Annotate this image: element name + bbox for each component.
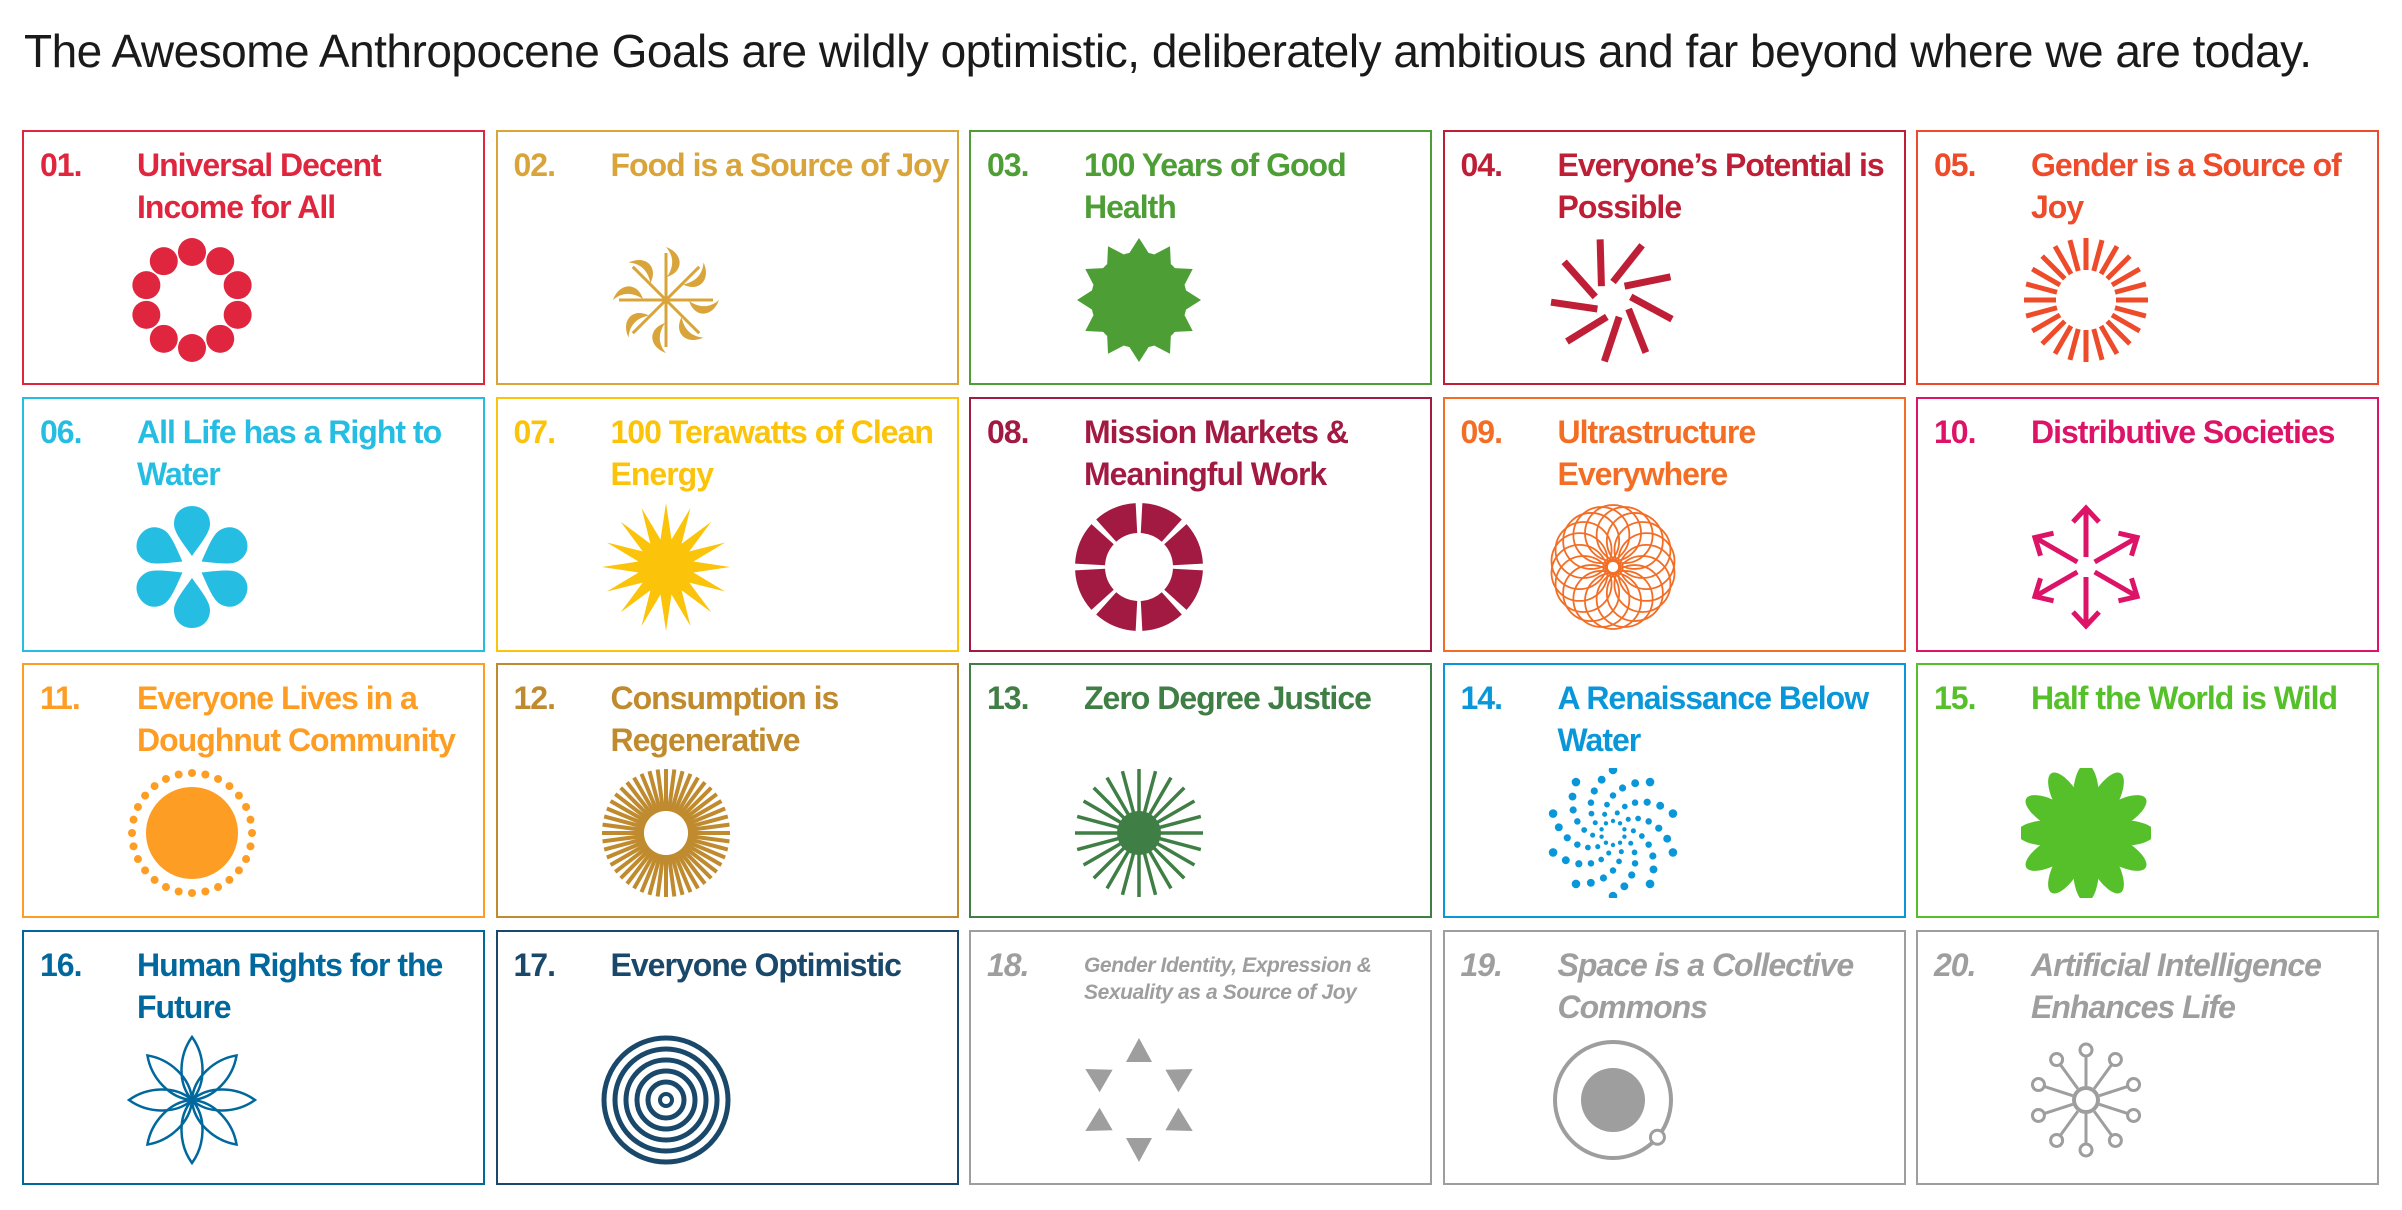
- goal-card-14: 14. A Renaissance Below Water: [1442, 663, 1906, 918]
- goal-number: 05.: [1934, 147, 1976, 183]
- goal-card-18: 18. Gender Identity, Expression & Sexuali…: [969, 929, 1432, 1185]
- goal-title: All Life has a Right to Water: [137, 413, 442, 492]
- goal-number: 11.: [40, 680, 81, 716]
- goal-card-11: 11. Everyone Lives in a Doughnut Communit…: [22, 663, 485, 918]
- sun-dots-icon: [128, 769, 256, 897]
- goal-title: Consumption is Regenerative: [610, 680, 840, 758]
- goal-number: 14.: [1460, 680, 1503, 716]
- concentric-circles-icon: [601, 1035, 730, 1164]
- goal-number: 06.: [40, 413, 82, 450]
- goal-card-09: 09. Ultrastructure Everywhere: [1442, 396, 1906, 652]
- dense-ray-ring-icon: [601, 769, 730, 897]
- neural-node-icon: [2030, 1042, 2142, 1157]
- goal-number: 09.: [1460, 413, 1503, 450]
- starburst-icon: [1075, 769, 1203, 897]
- outward-arrows-icon: [2031, 503, 2141, 630]
- goal-card-12: 12. Consumption is Regenerative: [495, 663, 959, 918]
- goal-number: 08.: [987, 413, 1029, 450]
- ring-of-dots-icon: [132, 238, 252, 362]
- goal-title: Food is a Source of Joy: [610, 147, 950, 183]
- goal-card-07: 07. 100 Terawatts of Clean Energy: [495, 396, 959, 652]
- dot-spiral-icon: [1548, 768, 1677, 898]
- goal-title: Zero Degree Justice: [1084, 680, 1372, 716]
- goal-title: Half the World is Wild: [2031, 680, 2338, 716]
- lotus-outline-icon: [127, 1034, 257, 1165]
- water-drop-flower-icon: [136, 505, 248, 628]
- goal-number: 10.: [1934, 413, 1976, 450]
- goal-number: 13.: [987, 680, 1029, 716]
- goal-card-16: 16. Human Rights for the Future: [22, 929, 485, 1185]
- goal-card-08: 08. Mission Markets & Meaningful Work: [969, 396, 1432, 652]
- goal-number: 12.: [513, 680, 556, 716]
- goal-title: Gender is a Source of Joy: [2031, 147, 2342, 225]
- goal-number: 02.: [513, 147, 556, 183]
- goal-number: 19.: [1460, 946, 1503, 983]
- goal-title: Human Rights for the Future: [137, 946, 443, 1025]
- sun-spikes-icon: [601, 502, 730, 631]
- goal-title: Universal Decent Income for All: [137, 147, 382, 225]
- goal-title: Ultrastructure Everywhere: [1557, 413, 1757, 492]
- page-headline: The Awesome Anthropocene Goals are wildl…: [24, 25, 2312, 77]
- goal-title: Everyone’s Potential is Possible: [1557, 147, 1885, 225]
- goal-title: Artificial Intelligence Enhances Life: [2031, 946, 2322, 1025]
- goal-card-17: 17. Everyone Optimistic: [495, 929, 959, 1185]
- goal-number: 17.: [513, 946, 556, 983]
- goal-card-10: 10. Distributive Societies: [1916, 396, 2379, 652]
- goal-number: 16.: [40, 946, 82, 983]
- goal-title: 100 Terawatts of Clean Energy: [610, 413, 934, 492]
- orbit-icon: [1552, 1039, 1673, 1160]
- goal-card-02: 02. Food is a Source of Joy: [495, 130, 959, 385]
- goal-number: 20.: [1934, 946, 1976, 983]
- goal-title: 100 Years of Good Health: [1084, 147, 1347, 225]
- goal-title: Everyone Optimistic: [610, 946, 902, 983]
- goal-title: A Renaissance Below Water: [1557, 680, 1870, 758]
- goals-grid: 01. Universal Decent Income for All 02. Foo…: [22, 130, 2379, 1190]
- radiating-bars-icon: [2024, 238, 2148, 362]
- goal-title: Space is a Collective Commons: [1557, 946, 1855, 1025]
- scalloped-star-icon: [1077, 238, 1201, 362]
- goal-card-03: 03. 100 Years of Good Health: [969, 130, 1432, 385]
- goal-card-19: 19. Space is a Collective Commons: [1442, 929, 1906, 1185]
- goal-card-05: 05. Gender is a Source of Joy: [1916, 130, 2379, 385]
- spiral-lines-icon: [1550, 239, 1674, 363]
- goal-title: Gender Identity, Expression & Sexuality …: [1084, 953, 1372, 1004]
- goal-title: Everyone Lives in a Doughnut Community: [137, 680, 456, 758]
- goal-card-04: 04. Everyone’s Potential is Possible: [1442, 130, 1906, 385]
- goal-number: 15.: [1934, 680, 1976, 716]
- goal-number: 18.: [987, 946, 1029, 983]
- goal-card-13: 13. Zero Degree Justice: [969, 663, 1432, 918]
- spirograph-icon: [1550, 503, 1675, 630]
- goal-card-15: 15. Half the World is Wild: [1916, 663, 2379, 918]
- triangle-ring-icon: [1085, 1037, 1193, 1162]
- goal-number: 03.: [987, 147, 1029, 183]
- goal-card-20: 20. Artificial Intelligence Enhances Life: [1916, 929, 2379, 1185]
- goal-title: Distributive Societies: [2031, 413, 2335, 450]
- goal-number: 07.: [513, 413, 556, 450]
- goal-card-06: 06. All Life has a Right to Water: [22, 396, 485, 652]
- goal-number: 01.: [40, 147, 82, 183]
- segmented-ring-icon: [1075, 502, 1203, 631]
- goal-number: 04.: [1460, 147, 1503, 183]
- goal-card-01: 01. Universal Decent Income for All: [22, 130, 485, 385]
- goal-title: Mission Markets & Meaningful Work: [1084, 413, 1349, 492]
- daisy-icon: [2021, 768, 2151, 898]
- leaf-pinwheel-icon: [612, 247, 719, 353]
